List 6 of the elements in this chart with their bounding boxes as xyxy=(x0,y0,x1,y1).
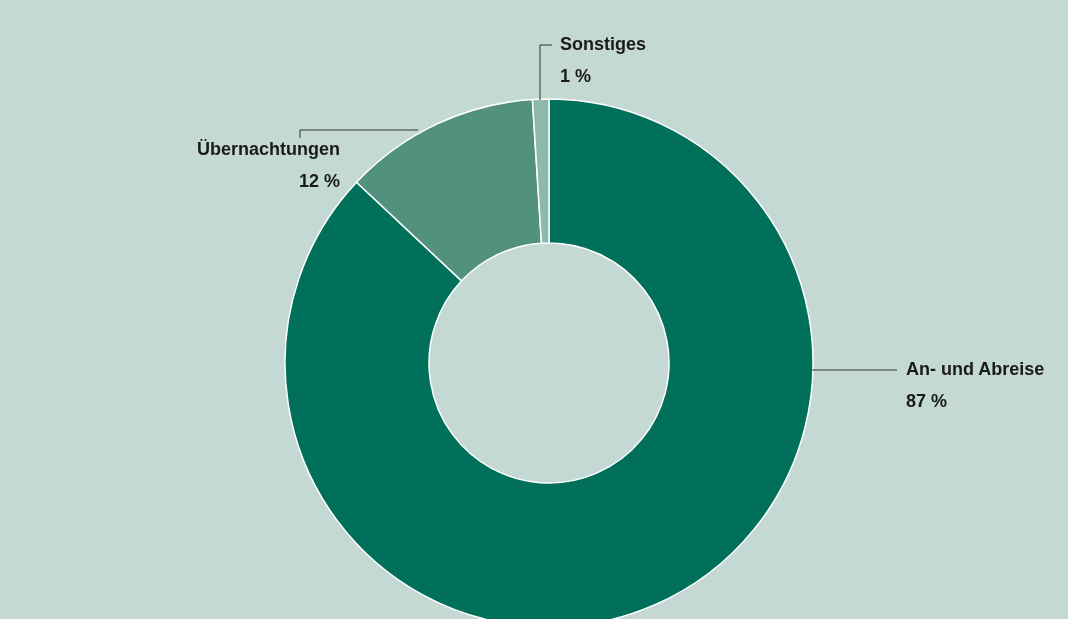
data-label: 1 % xyxy=(560,66,592,86)
slice-label: Übernachtungen xyxy=(196,139,340,159)
data-label: 87 % xyxy=(906,391,948,411)
data-label: 12 % xyxy=(298,171,340,191)
slice-label: Sonstiges xyxy=(560,34,647,54)
slice-label: An- und Abreise xyxy=(906,359,1045,379)
